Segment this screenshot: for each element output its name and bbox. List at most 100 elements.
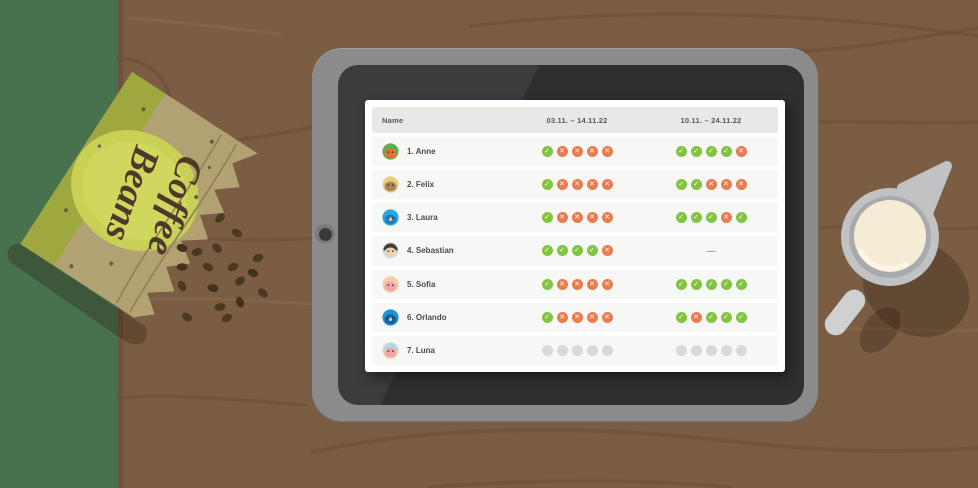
bag-fold-lines (116, 134, 238, 312)
status-icon-check: ✓ (541, 179, 553, 191)
status-icon-cross: ✕ (601, 212, 613, 224)
status-icon-cross: ✕ (586, 311, 598, 323)
tablet: Name 03.11. – 14.11.22 10.11. – 24.11.22… (312, 48, 818, 422)
table-row[interactable]: 5. Sofia ✓ ✕ ✕ ✕ ✕ ✓ ✓ ✓ ✓ ✓ (372, 269, 778, 299)
status-icon-empty (601, 344, 613, 356)
avatar (382, 342, 399, 359)
status-icon-cross: ✕ (735, 146, 747, 158)
status-icon-check: ✓ (541, 212, 553, 224)
status-icon-check: ✓ (735, 278, 747, 290)
row-label: 7. Luna (407, 345, 436, 355)
status-icon-cross: ✕ (601, 245, 613, 257)
status-icon-cross: ✕ (586, 179, 598, 191)
row-name-cell: 3. Laura (382, 209, 510, 226)
table-header: Name 03.11. – 14.11.22 10.11. – 24.11.22 (372, 107, 778, 133)
tablet-screen: Name 03.11. – 14.11.22 10.11. – 24.11.22… (338, 65, 804, 405)
row-label: 4. Sebastian (407, 246, 454, 256)
coffee-beans (176, 213, 268, 323)
status-icon-empty (571, 344, 583, 356)
status-icon-cross: ✕ (735, 179, 747, 191)
row-name-cell: 7. Luna (382, 342, 510, 359)
coffee-bag-label-inner (82, 141, 187, 240)
status-icon-cross: ✕ (720, 212, 732, 224)
status-icon-check: ✓ (541, 311, 553, 323)
header-week2: 10.11. – 24.11.22 (680, 115, 742, 125)
table-row[interactable]: 1. Anne ✓ ✕ ✕ ✕ ✕ ✓ ✓ ✓ ✓ ✕ (372, 137, 778, 167)
status-cell-week2: — (644, 246, 778, 256)
status-cell-week1: ✓ ✕ ✕ ✕ ✕ (510, 278, 644, 290)
status-icon-cross: ✕ (690, 311, 702, 323)
status-icon-check: ✓ (541, 245, 553, 257)
wood-grain-light (128, 16, 978, 333)
row-label: 2. Felix (407, 180, 435, 190)
status-icon-cross: ✕ (556, 146, 568, 158)
status-icon-check: ✓ (690, 212, 702, 224)
status-cell-week2: ✓ ✓ ✓ ✓ ✕ (644, 146, 778, 158)
tablet-home-button[interactable] (315, 224, 335, 244)
bag-speckles (63, 107, 214, 269)
status-icon-cross: ✕ (586, 278, 598, 290)
status-icon-empty (690, 344, 702, 356)
status-icon-cross: ✕ (556, 311, 568, 323)
status-cell-week2: ✓ ✓ ✓ ✓ ✓ (644, 278, 778, 290)
header-week1: 03.11. – 14.11.22 (546, 115, 608, 125)
status-icon-check: ✓ (690, 146, 702, 158)
status-icon-check: ✓ (675, 146, 687, 158)
status-cell-week1 (510, 344, 644, 356)
milk-jug-handle-shadow (859, 307, 901, 353)
table-row[interactable]: 3. Laura ✓ ✕ ✕ ✕ ✕ ✓ ✓ ✓ ✕ ✓ (372, 203, 778, 233)
status-icon-cross: ✕ (720, 179, 732, 191)
status-icon-cross: ✕ (705, 179, 717, 191)
status-icon-cross: ✕ (586, 212, 598, 224)
row-name-cell: 4. Sebastian (382, 242, 510, 260)
status-icon-cross: ✕ (556, 212, 568, 224)
row-name-cell: 2. Felix (382, 176, 510, 193)
status-cell-week1: ✓ ✕ ✕ ✕ ✕ (510, 311, 644, 323)
table-row[interactable]: 2. Felix ✓ ✕ ✕ ✕ ✕ ✓ ✓ ✕ ✕ ✕ (372, 170, 778, 200)
status-icon-cross: ✕ (601, 146, 613, 158)
row-name-cell: 5. Sofia (382, 276, 510, 293)
avatar (382, 209, 399, 226)
status-icon-check: ✓ (705, 311, 717, 323)
status-icon-check: ✓ (675, 212, 687, 224)
coffee-bag-shadow (7, 243, 147, 345)
status-cell-week1: ✓ ✓ ✓ ✓ ✕ (510, 245, 644, 257)
status-icon-empty (735, 344, 747, 356)
status-cell-week2: ✓ ✕ ✓ ✓ ✓ (644, 311, 778, 323)
status-icon-empty (705, 344, 717, 356)
status-icon-empty (675, 344, 687, 356)
status-icon-check: ✓ (675, 311, 687, 323)
status-icon-check: ✓ (720, 311, 732, 323)
table-row[interactable]: 6. Orlando ✓ ✕ ✕ ✕ ✕ ✓ ✕ ✓ ✓ ✓ (372, 302, 778, 332)
table-row[interactable]: 7. Luna (372, 335, 778, 365)
status-dash: — (706, 245, 716, 256)
status-icon-check: ✓ (690, 179, 702, 191)
status-icon-cross: ✕ (571, 179, 583, 191)
status-icon-cross: ✕ (556, 179, 568, 191)
status-icon-cross: ✕ (586, 146, 598, 158)
status-cell-week2: ✓ ✓ ✓ ✕ ✓ (644, 212, 778, 224)
avatar (382, 276, 399, 293)
status-icon-empty (556, 344, 568, 356)
status-icon-check: ✓ (690, 278, 702, 290)
row-label: 1. Anne (407, 147, 436, 157)
status-icon-check: ✓ (541, 146, 553, 158)
row-name-cell: 1. Anne (382, 143, 510, 160)
status-icon-check: ✓ (586, 245, 598, 257)
avatar (382, 242, 399, 260)
status-icon-cross: ✕ (571, 146, 583, 158)
row-label: 3. Laura (407, 213, 438, 223)
attendance-panel: Name 03.11. – 14.11.22 10.11. – 24.11.22… (365, 100, 785, 372)
status-cell-week1: ✓ ✕ ✕ ✕ ✕ (510, 146, 644, 158)
status-cell-week1: ✓ ✕ ✕ ✕ ✕ (510, 179, 644, 191)
status-icon-empty (586, 344, 598, 356)
status-icon-cross: ✕ (571, 311, 583, 323)
avatar (382, 176, 399, 193)
status-icon-check: ✓ (705, 212, 717, 224)
avatar (382, 309, 399, 326)
status-cell-week1: ✓ ✕ ✕ ✕ ✕ (510, 212, 644, 224)
status-icon-check: ✓ (675, 278, 687, 290)
table-row[interactable]: 4. Sebastian ✓ ✓ ✓ ✓ ✕ — (372, 236, 778, 266)
milk-highlight (858, 249, 909, 271)
status-icon-check: ✓ (675, 179, 687, 191)
